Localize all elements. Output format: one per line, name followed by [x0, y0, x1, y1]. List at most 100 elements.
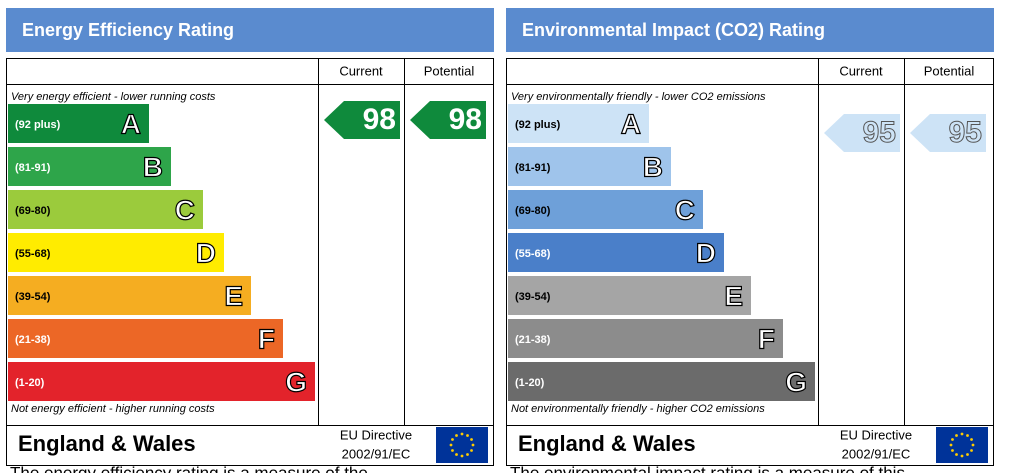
rating-band	[508, 233, 724, 272]
band-range: (81-91)	[15, 162, 51, 174]
panel-title: Environmental Impact (CO2) Rating	[522, 20, 825, 40]
flag-star	[466, 453, 469, 456]
band-letter: F	[258, 323, 275, 354]
band-letter: B	[143, 151, 163, 182]
band-letter: E	[224, 280, 243, 311]
flag-star	[455, 453, 458, 456]
rating-value: 95	[949, 116, 982, 149]
flag-star	[960, 432, 964, 436]
flag-star	[449, 443, 453, 447]
band-range: (1-20)	[515, 377, 545, 389]
rating-band	[8, 104, 149, 143]
band-range: (21-38)	[15, 334, 51, 346]
rating-band	[508, 190, 703, 229]
panel-title: Energy Efficiency Rating	[22, 20, 234, 40]
band-range: (69-80)	[515, 205, 551, 217]
band-range: (21-38)	[515, 334, 551, 346]
region: England & Wales	[518, 431, 696, 456]
flag-star	[970, 449, 973, 452]
directive: 2002/91/EC	[842, 446, 911, 461]
bottom-note: Not environmentally friendly - higher CO…	[511, 403, 765, 415]
eu-flag	[436, 427, 488, 463]
band-range: (55-68)	[515, 248, 551, 260]
rating-table	[506, 58, 994, 466]
column-header: Current	[339, 63, 383, 78]
band-letter: G	[285, 366, 307, 397]
flag-star	[955, 434, 958, 437]
rating-arrow	[410, 101, 486, 139]
rating-band	[8, 362, 315, 401]
eu-flag	[936, 427, 988, 463]
column-header: Potential	[424, 63, 475, 78]
band-letter: A	[121, 108, 141, 139]
rating-band	[508, 319, 783, 358]
band-letter: A	[621, 108, 641, 139]
rating-value: 95	[863, 116, 896, 149]
flag-star	[955, 453, 958, 456]
band-letter: E	[724, 280, 743, 311]
rating-table	[6, 58, 494, 466]
flag-star	[455, 434, 458, 437]
band-letter: C	[175, 194, 195, 225]
directive: 2002/91/EC	[342, 446, 411, 461]
flag-star	[949, 443, 953, 447]
rating-band	[508, 362, 815, 401]
band-range: (81-91)	[515, 162, 551, 174]
table-border	[6, 58, 494, 466]
band-letter: D	[196, 237, 216, 268]
flag-star	[451, 438, 454, 441]
flag-star	[470, 449, 473, 452]
rating-arrow	[910, 114, 986, 152]
top-note: Very environmentally friendly - lower CO…	[511, 91, 766, 103]
band-range: (92 plus)	[15, 119, 61, 131]
rating-band	[8, 190, 203, 229]
flag-star	[960, 454, 964, 458]
column-header: Potential	[924, 63, 975, 78]
flag-star	[466, 434, 469, 437]
rating-band	[8, 233, 224, 272]
rating-band	[508, 276, 751, 315]
rating-value: 98	[449, 103, 482, 136]
band-range: (39-54)	[15, 291, 51, 303]
band-letter: G	[785, 366, 807, 397]
flag-star	[966, 453, 969, 456]
rating-value: 98	[363, 103, 396, 136]
region: England & Wales	[18, 431, 196, 456]
rating-arrow	[824, 114, 900, 152]
band-letter: B	[643, 151, 663, 182]
flag-star	[460, 432, 464, 436]
flag-star	[471, 443, 475, 447]
column-header: Current	[839, 63, 883, 78]
rating-arrow	[324, 101, 400, 139]
flag-star	[451, 449, 454, 452]
flag-star	[951, 438, 954, 441]
flag-star	[971, 443, 975, 447]
rating-band	[8, 319, 283, 358]
top-note: Very energy efficient - lower running co…	[11, 91, 216, 103]
bottom-note: Not energy efficient - higher running co…	[11, 403, 215, 415]
band-range: (1-20)	[15, 377, 45, 389]
flag-star	[966, 434, 969, 437]
band-letter: F	[758, 323, 775, 354]
band-range: (39-54)	[515, 291, 551, 303]
band-range: (55-68)	[15, 248, 51, 260]
flag-star	[470, 438, 473, 441]
rating-band	[8, 147, 171, 186]
header-bar	[6, 8, 494, 52]
caption: The energy efficiency rating is a measur…	[10, 463, 368, 473]
rating-band	[508, 104, 649, 143]
band-range: (69-80)	[15, 205, 51, 217]
rating-band	[8, 276, 251, 315]
flag-star	[970, 438, 973, 441]
band-letter: D	[696, 237, 716, 268]
directive: EU Directive	[340, 427, 412, 442]
band-range: (92 plus)	[515, 119, 561, 131]
rating-band	[508, 147, 671, 186]
band-letter: C	[675, 194, 695, 225]
flag-star	[951, 449, 954, 452]
table-border	[506, 58, 994, 466]
caption: The environmental impact rating is a mea…	[510, 463, 905, 473]
directive: EU Directive	[840, 427, 912, 442]
flag-star	[460, 454, 464, 458]
